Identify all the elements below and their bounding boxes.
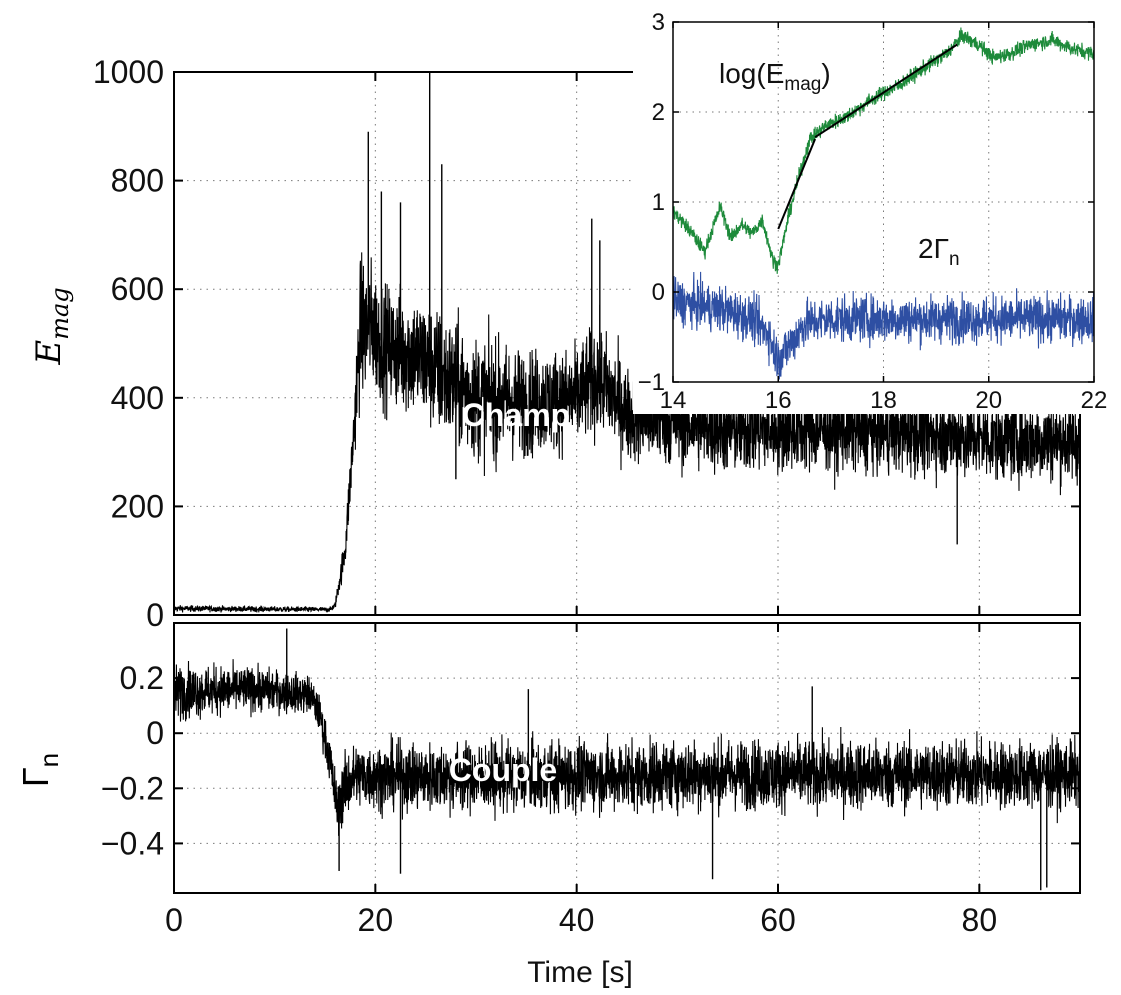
y-tick-label: 400 [111,380,164,416]
inset-ticks [672,21,1095,383]
torque-axes [173,622,1081,894]
y-tick-label: −0.4 [101,825,164,861]
torque-xlabel: Time [s] [527,956,633,989]
y-tick-label: 800 [111,163,164,199]
y-tick-label: 600 [111,271,164,307]
x-tick-label: 40 [559,902,595,938]
inset-x-tick-label: 14 [660,387,687,414]
energy-ylabel: Emag [29,287,74,365]
energy-ytick-labels: 0 200 400 600 800 1000 [93,54,164,633]
inset-series-label-blue: 2Γn [918,233,960,270]
torque-trace [173,628,1081,891]
inset-y-tick-label: 0 [652,279,665,306]
y-tick-label: 0.2 [120,660,164,696]
y-tick-label: 200 [111,488,164,524]
inset-traces [672,27,1095,380]
torque-xtick-labels: 0 20 40 60 80 [165,902,997,938]
inset-fit-line [814,43,958,139]
trace-line [173,659,1081,836]
inset-xtick-labels: 14 16 18 20 22 [660,387,1108,414]
y-tick-label: 0 [146,597,164,633]
torque-panel: −0.4 −0.2 0 0.2 0 20 40 60 80 Γn Time [s] Coupl… [15,622,1081,989]
inset-x-tick-label: 16 [765,387,792,414]
inset-y-tick-label: −1 [638,369,665,396]
y-tick-label: 0 [146,715,164,751]
torque-ylabel: Γn [15,753,64,787]
y-tick-label: 1000 [93,54,164,90]
x-tick-label: 0 [165,902,183,938]
inset-y-tick-label: 2 [652,99,665,126]
y-tick-label: −0.2 [101,770,164,806]
x-tick-label: 20 [358,902,394,938]
inset-x-tick-label: 22 [1081,387,1108,414]
x-tick-label: 80 [962,902,998,938]
inset-x-tick-label: 20 [975,387,1002,414]
torque-annotation: Couple [449,752,557,788]
x-tick-label: 60 [760,902,796,938]
inset-fit-line [777,138,817,230]
inset-series-line [672,27,1095,274]
inset-x-tick-label: 18 [870,387,897,414]
trace-line [173,252,1081,613]
inset-y-tick-label: 3 [652,9,665,36]
inset-series-line [672,271,1095,380]
inset-background [633,2,1111,414]
inset-series-label-green: log(Emag) [719,58,831,95]
energy-annotation: Champ [462,397,570,433]
inset-panel: −1 0 1 2 3 14 16 18 20 22 log(Emag) 2Γn [633,2,1111,414]
inset-ytick-labels: −1 0 1 2 3 [638,9,665,396]
inset-y-tick-label: 1 [652,189,665,216]
torque-ytick-labels: −0.4 −0.2 0 0.2 [101,660,164,861]
torque-ticks [173,623,1080,893]
